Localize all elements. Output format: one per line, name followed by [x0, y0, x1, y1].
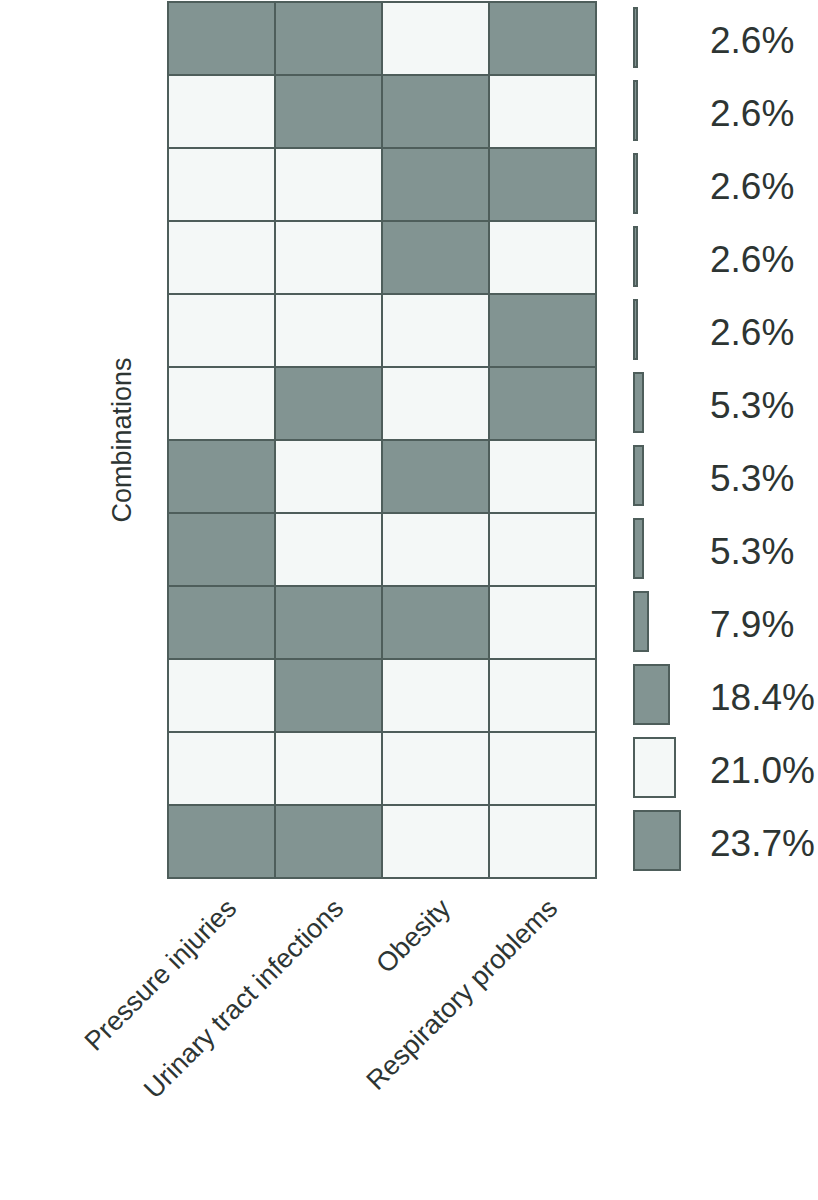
percentage-label: 2.6%	[710, 314, 794, 351]
cell-absent	[276, 222, 383, 295]
matrix-row	[169, 806, 597, 879]
cell-absent	[383, 733, 490, 806]
matrix-row	[169, 295, 597, 368]
frequency-bar	[633, 664, 670, 725]
matrix-row	[169, 368, 597, 441]
frequency-bar	[633, 518, 644, 579]
frequency-bar	[633, 7, 638, 68]
cell-absent	[383, 3, 490, 76]
cell-absent	[490, 587, 597, 660]
frequency-bar	[633, 445, 644, 506]
cell-present	[490, 295, 597, 368]
cell-absent	[490, 733, 597, 806]
percentage-label: 21.0%	[710, 752, 815, 789]
frequency-bar	[633, 737, 676, 798]
cell-present	[169, 587, 276, 660]
cell-absent	[276, 295, 383, 368]
cell-present	[276, 368, 383, 441]
cell-absent	[276, 514, 383, 587]
combination-matrix	[167, 1, 597, 879]
frequency-bar	[633, 299, 638, 360]
matrix-row	[169, 514, 597, 587]
percentage-label: 18.4%	[710, 679, 815, 716]
frequency-bar	[633, 810, 681, 871]
frequency-bar	[633, 226, 638, 287]
cell-present	[276, 660, 383, 733]
cell-absent	[276, 149, 383, 222]
cell-absent	[490, 514, 597, 587]
cell-present	[276, 806, 383, 879]
percentage-label: 2.6%	[710, 22, 794, 59]
matrix-row	[169, 3, 597, 76]
cell-absent	[169, 660, 276, 733]
cell-present	[276, 3, 383, 76]
cell-present	[169, 514, 276, 587]
cell-absent	[169, 733, 276, 806]
percentage-label: 2.6%	[710, 95, 794, 132]
cell-present	[276, 587, 383, 660]
cell-present	[490, 368, 597, 441]
cell-present	[276, 76, 383, 149]
matrix-row	[169, 222, 597, 295]
matrix-row	[169, 149, 597, 222]
cell-absent	[490, 441, 597, 514]
cell-absent	[383, 514, 490, 587]
cell-present	[383, 149, 490, 222]
matrix-row	[169, 76, 597, 149]
percentage-label: 5.3%	[710, 533, 794, 570]
cell-present	[383, 587, 490, 660]
frequency-bar	[633, 80, 638, 141]
frequency-bar	[633, 591, 649, 652]
y-axis-label: Combinations	[106, 240, 138, 640]
cell-absent	[383, 295, 490, 368]
frequency-bar	[633, 153, 638, 214]
cell-absent	[169, 368, 276, 441]
cell-present	[383, 441, 490, 514]
cell-present	[490, 149, 597, 222]
cell-absent	[276, 441, 383, 514]
cell-present	[169, 441, 276, 514]
matrix-row	[169, 733, 597, 806]
cell-present	[169, 3, 276, 76]
matrix-row	[169, 441, 597, 514]
cell-present	[383, 76, 490, 149]
cell-absent	[490, 660, 597, 733]
percentage-label: 23.7%	[710, 825, 815, 862]
cell-absent	[490, 806, 597, 879]
cell-absent	[276, 733, 383, 806]
percentage-label: 5.3%	[710, 460, 794, 497]
cell-present	[490, 3, 597, 76]
cell-absent	[490, 222, 597, 295]
matrix-row	[169, 660, 597, 733]
cell-absent	[383, 368, 490, 441]
cell-absent	[169, 222, 276, 295]
percentage-label: 5.3%	[710, 387, 794, 424]
cell-absent	[169, 149, 276, 222]
cell-absent	[169, 295, 276, 368]
cell-absent	[383, 806, 490, 879]
cell-present	[383, 222, 490, 295]
percentage-label: 7.9%	[710, 606, 794, 643]
cell-absent	[490, 76, 597, 149]
matrix-row	[169, 587, 597, 660]
upset-combination-plot: Combinations 2.6% 2.6% 2.6% 2.6% 2.6% 5.3% 5.3…	[0, 0, 818, 1200]
cell-absent	[383, 660, 490, 733]
cell-absent	[169, 76, 276, 149]
cell-present	[169, 806, 276, 879]
percentage-label: 2.6%	[710, 168, 794, 205]
percentage-label: 2.6%	[710, 241, 794, 278]
frequency-bar	[633, 372, 644, 433]
